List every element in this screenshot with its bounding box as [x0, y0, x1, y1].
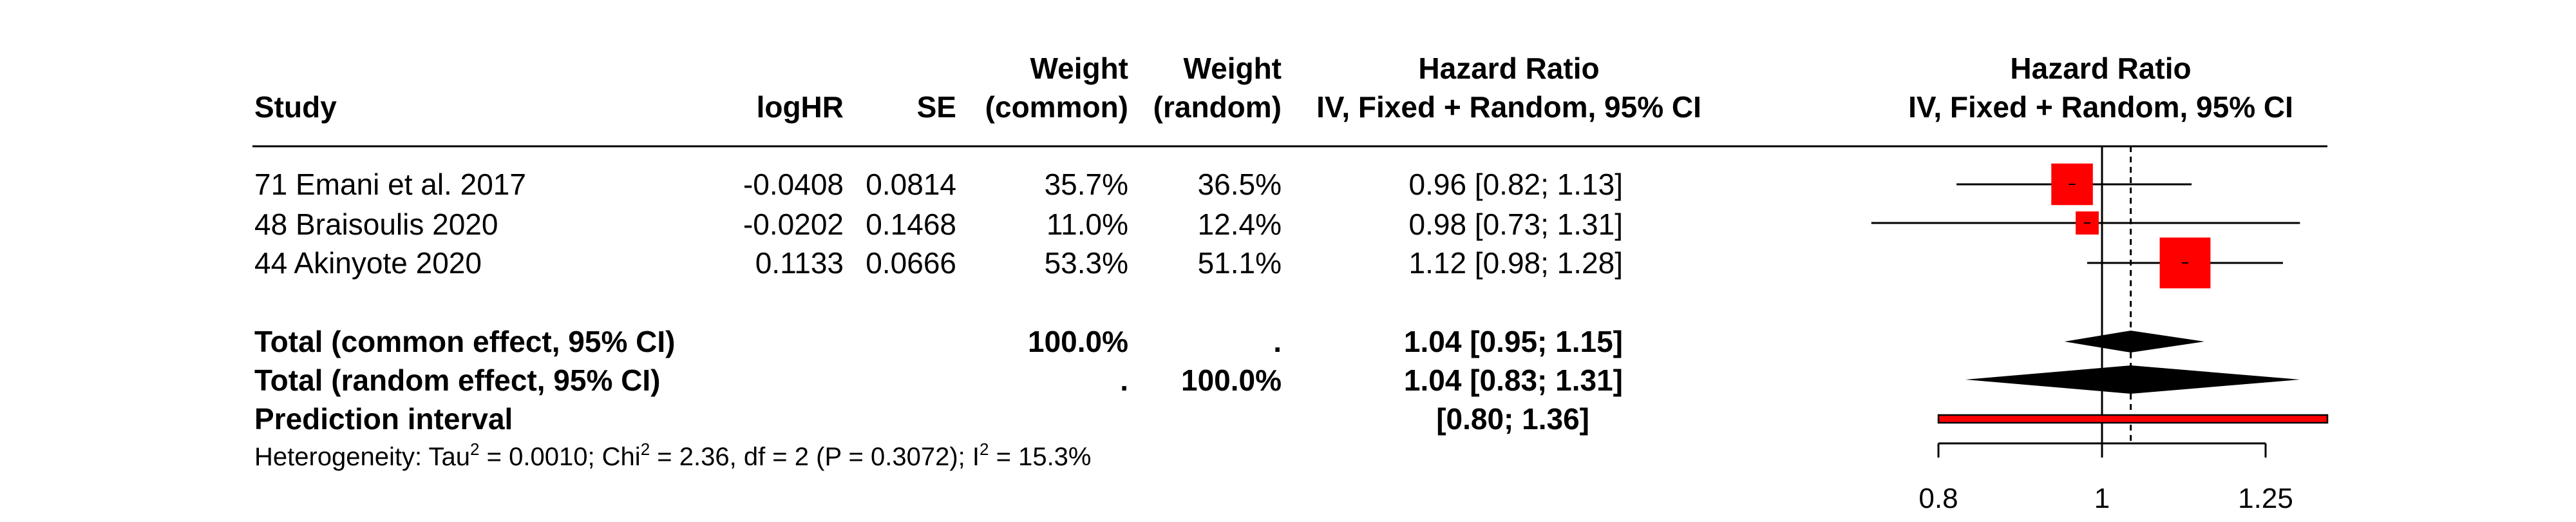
prediction-row: Prediction interval [0.80; 1.36]: [254, 402, 1589, 436]
prediction-interval-bar: [1937, 414, 2329, 424]
study-weight-random: 12.4%: [1198, 208, 1282, 241]
het-part-3: = 2.36, df = 2 (P = 0.3072); I: [650, 443, 980, 471]
random-effect-diamond: [1965, 365, 2300, 394]
header-loghr: logHR: [757, 90, 844, 124]
study-hr-text: 0.98 [0.73; 1.31]: [1409, 208, 1624, 241]
het-part-1: Heterogeneity: Tau: [254, 443, 470, 471]
header-study: Study: [254, 90, 337, 124]
study-label: 71 Emani et al. 2017: [254, 168, 526, 201]
header-weight-common-line1: Weight: [1030, 52, 1128, 85]
total-common-row: Total (common effect, 95% CI) 100.0% . 1…: [254, 325, 1623, 358]
study-se: 0.0666: [866, 246, 956, 280]
study-loghr: -0.0202: [743, 208, 844, 241]
x-axis-tick-label: 1: [2094, 483, 2110, 514]
study-weight-common: 11.0%: [1046, 208, 1128, 241]
study-loghr: 0.1133: [755, 246, 844, 280]
study-row: 71 Emani et al. 2017 -0.0408 0.0814 35.7…: [254, 168, 1623, 201]
x-axis-tick-label: 0.8: [1918, 483, 1958, 514]
total-random-hr-text: 1.04 [0.83; 1.31]: [1404, 363, 1623, 397]
total-random-row: Total (random effect, 95% CI) . 100.0% 1…: [254, 363, 1623, 397]
column-headers: Study logHR SE Weight (common) Weight (r…: [254, 52, 2293, 124]
x-axis-tick-label: 1.25: [2238, 483, 2293, 514]
study-weight-common: 53.3%: [1045, 246, 1128, 280]
header-se: SE: [917, 90, 956, 124]
forest-plot-area: 0.8 1 1.25: [1871, 146, 2329, 514]
total-common-weight-common: 100.0%: [1028, 325, 1128, 358]
prediction-hr-text: [0.80; 1.36]: [1436, 402, 1589, 436]
het-sup-3: 2: [980, 440, 989, 459]
het-sup-1: 2: [470, 440, 479, 459]
study-se: 0.0814: [866, 168, 956, 201]
header-weight-random-line1: Weight: [1184, 52, 1282, 85]
header-plot-line2: IV, Fixed + Random, 95% CI: [1908, 90, 2293, 124]
total-random-weight-common: .: [1120, 363, 1128, 397]
common-effect-diamond: [2064, 331, 2205, 353]
study-label: 44 Akinyote 2020: [254, 246, 482, 280]
total-common-hr-text: 1.04 [0.95; 1.15]: [1404, 325, 1623, 358]
total-common-weight-random: .: [1273, 325, 1282, 358]
study-weight-random: 36.5%: [1198, 168, 1282, 201]
heterogeneity-text: Heterogeneity: Tau2 = 0.0010; Chi2 = 2.3…: [254, 440, 1092, 471]
total-random-weight-random: 100.0%: [1181, 363, 1282, 397]
het-part-4: = 15.3%: [989, 443, 1091, 471]
study-hr-text: 0.96 [0.82; 1.13]: [1409, 168, 1624, 201]
total-common-label: Total (common effect, 95% CI): [254, 325, 675, 358]
header-hr-line2: IV, Fixed + Random, 95% CI: [1316, 90, 1701, 124]
header-weight-common-line2: (common): [985, 90, 1128, 124]
study-row: 48 Braisoulis 2020 -0.0202 0.1468 11.0% …: [254, 208, 1623, 241]
study-label: 48 Braisoulis 2020: [254, 208, 498, 241]
study-loghr: -0.0408: [743, 168, 844, 201]
study-hr-text: 1.12 [0.98; 1.28]: [1409, 246, 1624, 280]
prediction-label: Prediction interval: [254, 402, 513, 436]
study-row: 44 Akinyote 2020 0.1133 0.0666 53.3% 51.…: [254, 246, 1623, 280]
study-weight-common: 35.7%: [1045, 168, 1128, 201]
study-weight-random: 51.1%: [1198, 246, 1282, 280]
het-sup-2: 2: [641, 440, 650, 459]
het-part-2: = 0.0010; Chi: [480, 443, 641, 471]
header-weight-random-line2: (random): [1153, 90, 1282, 124]
study-se: 0.1468: [866, 208, 956, 241]
header-plot-line1: Hazard Ratio: [2010, 52, 2191, 85]
header-hr-line1: Hazard Ratio: [1418, 52, 1599, 85]
total-random-label: Total (random effect, 95% CI): [254, 363, 660, 397]
